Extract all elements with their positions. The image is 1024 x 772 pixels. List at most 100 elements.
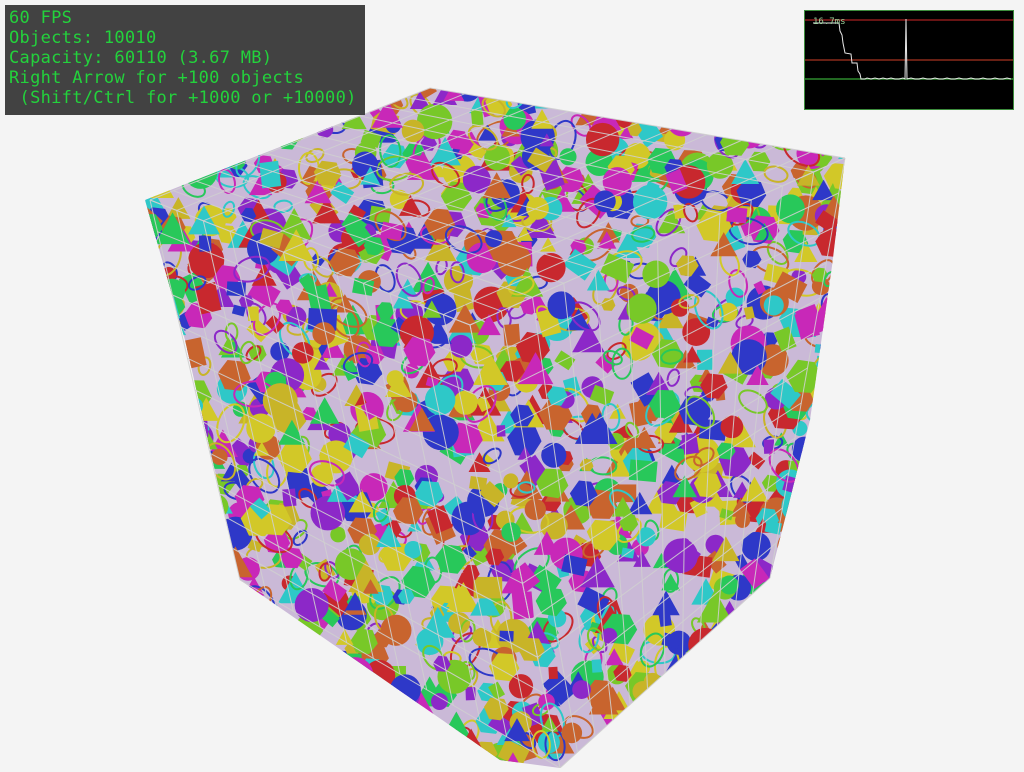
scene-object xyxy=(145,115,159,144)
scene-object xyxy=(470,109,484,126)
scene-object xyxy=(360,166,381,185)
scene-object xyxy=(666,719,696,749)
scene-object xyxy=(336,304,370,335)
scene-object xyxy=(528,564,562,597)
scene-object xyxy=(384,727,407,748)
scene-object xyxy=(724,736,756,766)
scene-object xyxy=(572,323,605,353)
scene-object xyxy=(169,564,199,595)
scene-object xyxy=(145,660,161,682)
scene-object xyxy=(238,654,256,670)
scene-object xyxy=(145,727,151,743)
scene-object xyxy=(145,681,176,711)
scene-object xyxy=(247,306,259,321)
scene-object xyxy=(292,529,308,546)
scene-object xyxy=(561,554,588,577)
scene-object xyxy=(347,705,369,727)
scene-object xyxy=(723,618,741,632)
scene-object xyxy=(764,520,782,535)
scene-object xyxy=(770,744,788,760)
scene-object xyxy=(689,497,708,518)
scene-object xyxy=(380,726,404,750)
scene-object xyxy=(788,553,806,570)
scene-object xyxy=(165,553,195,583)
scene-object xyxy=(478,124,497,141)
scene-object xyxy=(485,548,505,566)
scene-object xyxy=(214,662,242,689)
scene-object xyxy=(169,604,183,621)
scene-object xyxy=(281,629,303,657)
scene-object xyxy=(662,88,697,94)
scene-object xyxy=(616,88,639,109)
scene-object xyxy=(185,631,218,662)
scene-object xyxy=(700,373,728,399)
scene-object xyxy=(710,100,743,130)
scene-object xyxy=(424,384,456,416)
scene-object xyxy=(295,736,327,764)
scene-object xyxy=(815,557,842,590)
scene-object xyxy=(559,148,577,166)
scene-object xyxy=(611,496,634,517)
scene-object xyxy=(294,588,329,623)
scene-object xyxy=(531,109,553,129)
scene-object xyxy=(656,207,686,234)
grid-line xyxy=(752,171,815,594)
scene-object xyxy=(462,545,477,560)
scene-object xyxy=(649,88,673,93)
scene-object xyxy=(376,302,395,320)
scene-object xyxy=(814,391,844,421)
scene-object xyxy=(605,727,628,750)
scene-object xyxy=(517,352,554,385)
scene-object xyxy=(484,144,511,171)
grid-line xyxy=(232,547,553,732)
scene-object xyxy=(145,450,173,479)
scene-object xyxy=(233,255,271,283)
scene-object xyxy=(636,88,656,108)
scene-object xyxy=(145,364,173,397)
scene-object xyxy=(764,666,782,684)
scene-object xyxy=(597,222,620,243)
scene-object xyxy=(810,564,827,580)
scene-object xyxy=(168,714,188,734)
scene-object xyxy=(348,489,375,513)
scene-object xyxy=(159,425,197,455)
scene-object xyxy=(683,745,719,768)
scene-object xyxy=(145,583,169,606)
scene-object xyxy=(431,719,444,738)
scene-object xyxy=(190,664,205,678)
scene-object xyxy=(803,596,834,635)
scene-object xyxy=(671,88,691,96)
scene-object xyxy=(174,725,192,741)
scene-object xyxy=(499,630,514,642)
scene-object xyxy=(462,165,491,194)
scene-object xyxy=(603,350,623,366)
scene-object xyxy=(504,718,530,742)
scene-object xyxy=(717,92,748,121)
grid-line xyxy=(769,157,846,579)
scene-object xyxy=(355,341,374,368)
scene-object xyxy=(586,269,610,291)
scene-object xyxy=(398,194,423,216)
scene-object xyxy=(343,432,371,459)
scene-object xyxy=(548,666,559,680)
scene-object xyxy=(262,383,298,419)
scene-object xyxy=(392,497,424,525)
scene-object xyxy=(662,685,682,706)
scene-object xyxy=(278,419,306,445)
scene-object xyxy=(249,671,277,704)
scene-object xyxy=(841,184,845,198)
scene-object xyxy=(149,488,180,516)
scene-object xyxy=(708,747,738,768)
scene-object xyxy=(800,454,819,471)
scene-object xyxy=(704,742,722,759)
scene-object xyxy=(226,674,257,705)
scene-object xyxy=(478,481,506,508)
scene-object xyxy=(832,705,845,726)
scene-object xyxy=(145,372,153,391)
scene-object xyxy=(503,323,521,346)
scene-object xyxy=(704,550,727,574)
scene-object xyxy=(749,721,767,739)
scene-object xyxy=(633,551,651,567)
scene-object xyxy=(223,593,238,611)
